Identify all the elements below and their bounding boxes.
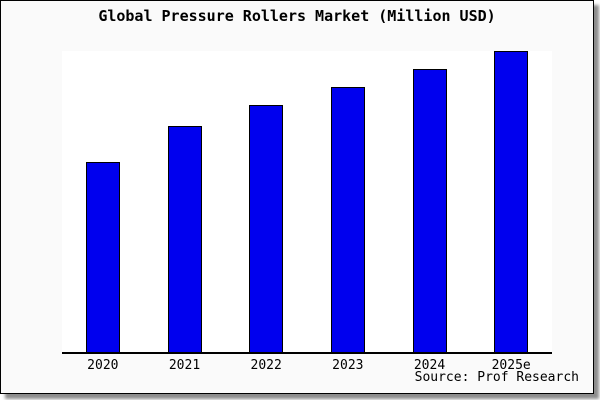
bar-2020 bbox=[85, 162, 120, 352]
bar-2024 bbox=[412, 69, 447, 352]
source-text: Source: Prof Research bbox=[414, 370, 579, 385]
chart-card: Global Pressure Rollers Market (Million … bbox=[0, 0, 594, 394]
x-tick-label-2020: 2020 bbox=[87, 358, 119, 373]
bar-2025e bbox=[494, 51, 529, 352]
x-tick-label-2023: 2023 bbox=[332, 358, 364, 373]
bar-2023 bbox=[330, 87, 365, 352]
x-tick-label-2022: 2022 bbox=[250, 358, 282, 373]
plot-area bbox=[62, 51, 552, 354]
bar-2022 bbox=[249, 105, 284, 352]
bar-2021 bbox=[167, 126, 202, 352]
x-tick-label-2025e: 2025e bbox=[491, 358, 531, 373]
chart-title: Global Pressure Rollers Market (Million … bbox=[98, 7, 496, 25]
x-tick-label-2024: 2024 bbox=[413, 358, 446, 373]
x-axis-labels: 2020 2021 2022 2023 2024 2025e bbox=[62, 358, 552, 374]
x-tick-label-2021: 2021 bbox=[168, 358, 201, 373]
